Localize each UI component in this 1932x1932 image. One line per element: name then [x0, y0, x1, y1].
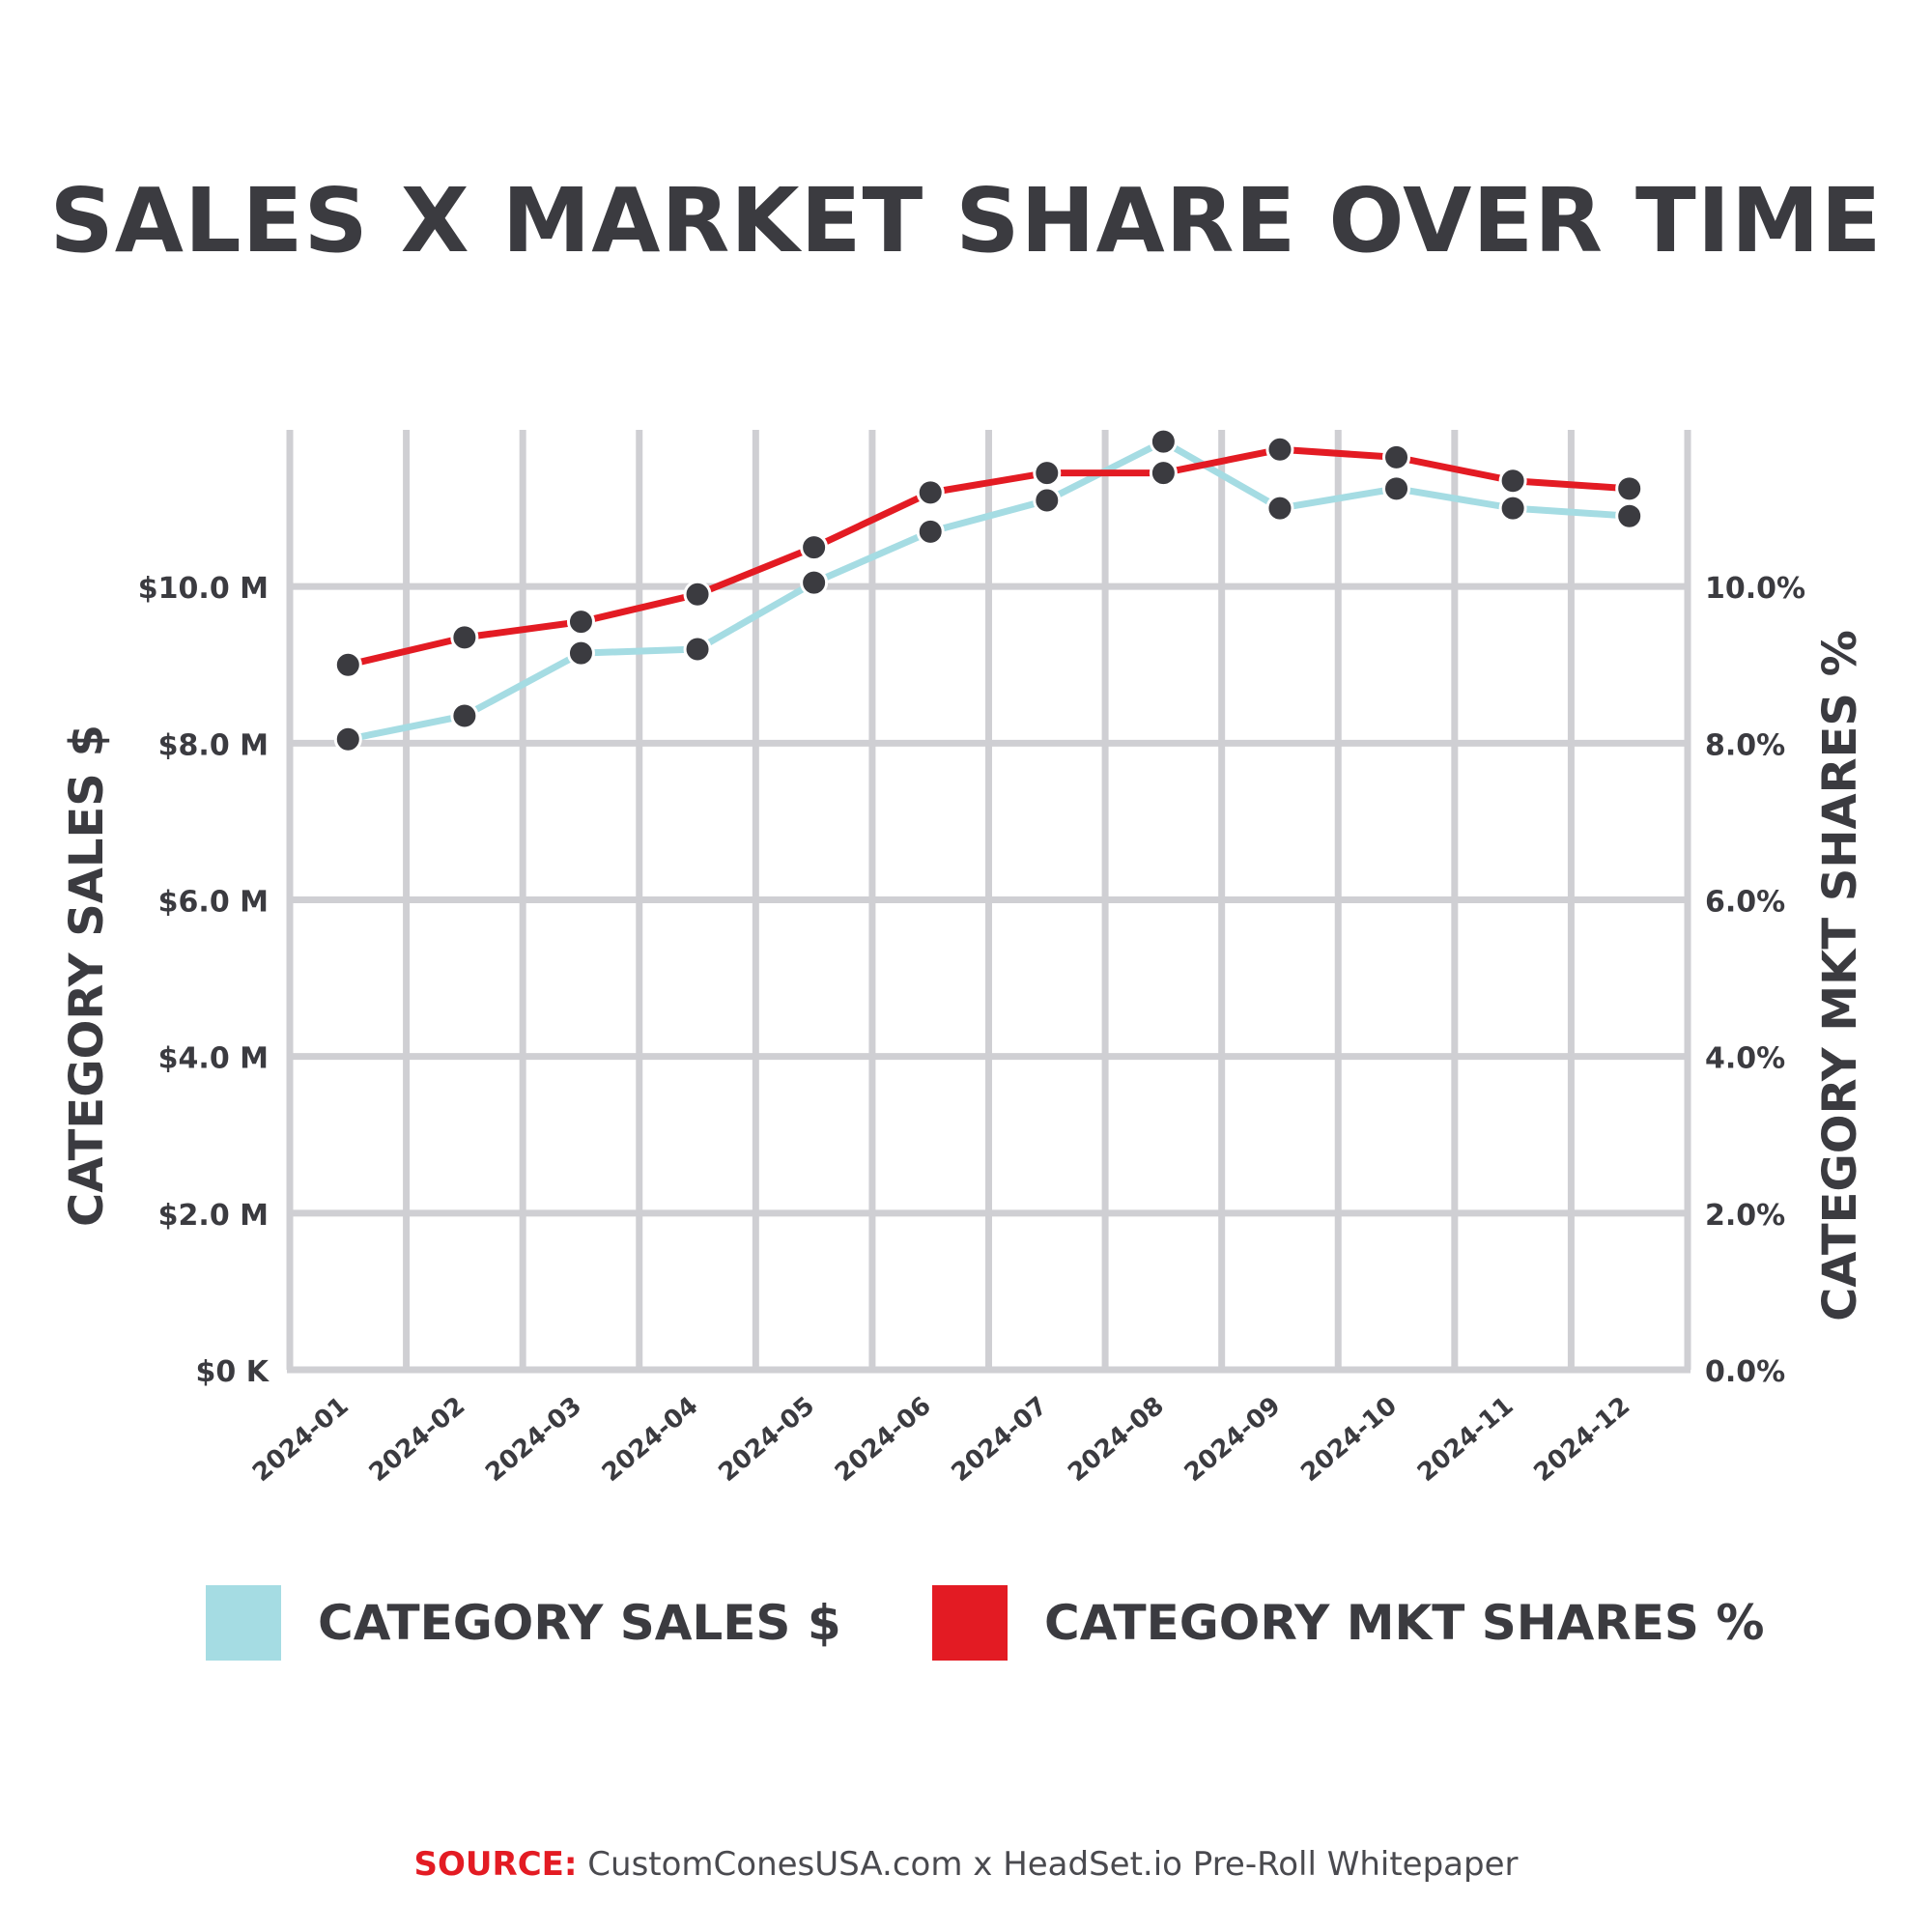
left-tick-label: $0 K	[196, 1355, 270, 1389]
left-tick-label: $4.0 M	[158, 1042, 269, 1076]
x-tick-label: 2024-02	[364, 1391, 471, 1488]
left-tick-label: $2.0 M	[158, 1199, 269, 1233]
series-point-0	[1265, 494, 1294, 523]
legend-label-share: CATEGORY MKT SHARES %	[1044, 1595, 1765, 1651]
series-point-0	[1033, 486, 1062, 515]
x-tick-label: 2024-07	[947, 1391, 1054, 1488]
legend-item-sales: CATEGORY SALES $	[206, 1584, 841, 1662]
series-point-0	[1149, 427, 1178, 456]
right-axis-title: CATEGORY MKT SHARES %	[1813, 630, 1867, 1321]
series-point-0	[683, 635, 712, 664]
right-tick-label: 8.0%	[1705, 728, 1785, 762]
series-point-1	[333, 650, 362, 679]
series-point-1	[1149, 459, 1178, 488]
grid-lines	[286, 430, 1691, 1374]
series-point-1	[1615, 474, 1644, 503]
source-note: SOURCE: CustomConesUSA.com x HeadSet.io …	[0, 1845, 1932, 1884]
x-tick-label: 2024-03	[480, 1391, 587, 1488]
x-tick-label: 2024-05	[713, 1391, 820, 1488]
series-line-0	[344, 438, 1634, 743]
chart-plot: $0 K $2.0 M $4.0 M $6.0 M $8.0 M $10.0 M 0.0%…	[138, 427, 1805, 1488]
left-tick-label: $6.0 M	[158, 886, 269, 920]
source-label: SOURCE:	[413, 1845, 578, 1884]
chart-title: SALES X MARKET SHARE OVER TIME	[49, 169, 1883, 272]
series-point-0	[1615, 501, 1644, 530]
series-point-0	[916, 517, 945, 546]
right-tick-label: 2.0%	[1705, 1199, 1785, 1233]
right-tick-label: 0.0%	[1705, 1355, 1785, 1389]
series-point-1	[1265, 435, 1294, 464]
series-point-1	[1382, 442, 1411, 471]
legend: CATEGORY SALES $ CATEGORY MKT SHARES %	[0, 1584, 1932, 1662]
series-point-1	[800, 533, 829, 562]
series-line-1	[344, 445, 1634, 668]
x-tick-label: 2024-01	[247, 1391, 355, 1488]
series-point-1	[1498, 467, 1527, 496]
series-point-0	[333, 724, 362, 753]
series-markers	[333, 427, 1644, 753]
right-tick-label: 4.0%	[1705, 1042, 1785, 1076]
x-tick-label: 2024-12	[1529, 1391, 1636, 1488]
series-point-0	[566, 639, 595, 668]
legend-swatch-share	[932, 1585, 1008, 1661]
right-tick-label: 10.0%	[1705, 572, 1805, 606]
series-point-1	[450, 623, 479, 652]
x-tick-label: 2024-06	[830, 1391, 937, 1488]
series-point-0	[450, 701, 479, 730]
series-point-1	[683, 580, 712, 609]
legend-label-sales: CATEGORY SALES $	[318, 1595, 841, 1651]
series-point-1	[916, 478, 945, 507]
source-text: CustomConesUSA.com x HeadSet.io Pre-Roll…	[587, 1845, 1519, 1884]
x-tick-label: 2024-08	[1063, 1391, 1170, 1488]
x-tick-label: 2024-04	[597, 1391, 704, 1488]
left-tick-label: $10.0 M	[138, 572, 269, 606]
series-point-0	[1382, 474, 1411, 503]
right-axis-ticks: 0.0% 2.0% 4.0% 6.0% 8.0% 10.0%	[1705, 572, 1805, 1389]
legend-item-share: CATEGORY MKT SHARES %	[932, 1584, 1764, 1662]
series-point-0	[800, 568, 829, 597]
right-tick-label: 6.0%	[1705, 886, 1785, 920]
left-axis-ticks: $0 K $2.0 M $4.0 M $6.0 M $8.0 M $10.0 M	[138, 572, 270, 1389]
series-point-0	[1498, 494, 1527, 523]
x-tick-label: 2024-10	[1295, 1391, 1403, 1488]
x-axis-ticks: 2024-01 2024-02 2024-03 2024-04 2024-05 2024-…	[247, 1391, 1635, 1488]
series-point-1	[1033, 459, 1062, 488]
left-axis-title: CATEGORY SALES $	[60, 724, 114, 1227]
series-lines	[344, 438, 1634, 743]
series-point-1	[566, 608, 595, 637]
x-tick-label: 2024-11	[1412, 1391, 1520, 1488]
legend-swatch-sales	[206, 1585, 281, 1661]
x-tick-label: 2024-09	[1179, 1391, 1287, 1488]
left-tick-label: $8.0 M	[158, 728, 269, 762]
